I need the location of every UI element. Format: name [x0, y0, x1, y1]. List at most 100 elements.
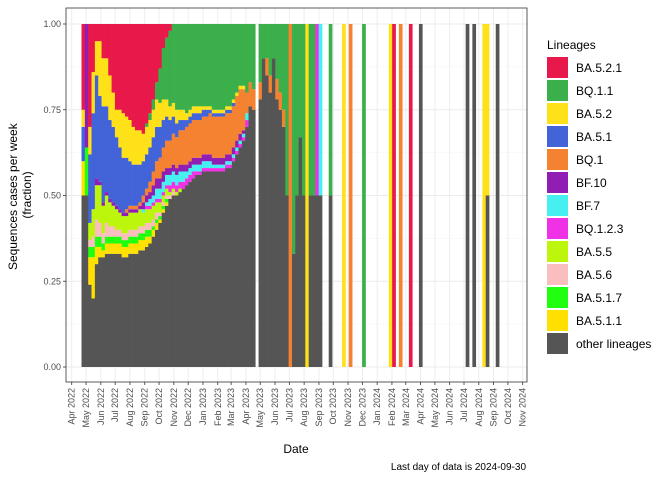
bar-segment-other-lineages [295, 195, 299, 367]
bar-segment-bq-1 [191, 120, 196, 158]
bar-segment-ba-5-1 [134, 164, 139, 206]
bar-segment-bf-7 [241, 133, 246, 138]
bar-segment-ba-5-1 [151, 137, 156, 172]
bar-segment-bq-1-1 [225, 24, 229, 107]
bar-segment-ba-5-5 [124, 216, 129, 234]
bar-segment-bq-1-1 [178, 24, 183, 110]
bar-segment-bq-1 [228, 113, 233, 155]
legend-label: BA.5.1.7 [576, 291, 622, 305]
bar-segment-ba-5-2-1 [148, 24, 153, 114]
bar-segment-ba-5-5 [121, 216, 126, 234]
bar-segment-bf-10 [235, 140, 239, 148]
bar-segment-other-lineages [88, 284, 92, 367]
bar-segment-ba-5-1 [81, 126, 86, 162]
bar-segment-ba-5-6 [165, 195, 169, 199]
bar-segment-other-lineages [161, 212, 166, 367]
bar-segment-ba-5-1 [178, 120, 183, 131]
caption: Last day of data is 2024-09-30 [391, 462, 527, 473]
bar-segment-other-lineages [465, 24, 470, 367]
bar-segment-ba-5-1 [94, 75, 99, 179]
bar-segment-other-lineages [211, 171, 216, 367]
bar-segment-bf-7 [218, 164, 223, 169]
bar-segment-other-lineages [188, 181, 193, 367]
bar-segment-bq-1 [201, 116, 206, 155]
bar-segment-other-lineages [251, 109, 256, 367]
bar-segment-bf-10 [114, 205, 119, 210]
bar-segment-other-lineages [131, 253, 136, 367]
bar-segment-bq-1-2-3 [238, 144, 243, 148]
bar-segment-ba-5-2 [101, 58, 106, 107]
bar-segment-bf-10 [98, 181, 102, 186]
bar-segment-other-lineages [225, 168, 229, 367]
bar-segment-bq-1 [141, 195, 146, 203]
bar-segment-bf-10 [128, 209, 132, 213]
bar-segment-ba-5-5 [131, 212, 136, 230]
bar-segment-bf-10 [188, 161, 193, 169]
x-tick-label: Dec 2022 [183, 388, 193, 427]
bar-segment-bq-1-1 [298, 24, 303, 138]
bar-segment-ba-5-1-1 [155, 222, 159, 230]
bar-segment-ba-5-1 [165, 116, 169, 141]
bar-segment-ba-5-5 [134, 212, 139, 230]
x-tick-label: Aug 2022 [125, 388, 135, 427]
bar-segment-bf-7 [165, 174, 169, 186]
bar-segment-bf-7 [175, 174, 179, 186]
bar-segment-bf-10 [231, 147, 236, 155]
bar-segment-ba-5-6 [141, 226, 146, 234]
bar-segment-ba-5-2-1 [141, 24, 146, 134]
bar-segment-ba-5-1-1 [98, 246, 102, 258]
bar-segment-ba-5-2 [225, 106, 229, 110]
bar-segment-bq-1 [148, 181, 153, 193]
bar-segment-bq-1-1 [281, 24, 286, 110]
bar-segment-other-lineages [221, 171, 226, 367]
bar-segment-ba-5-6 [151, 219, 156, 227]
bar-segment-bq-1-1 [218, 24, 223, 110]
legend-label: BA.5.2 [576, 107, 612, 121]
y-axis-title-line-1: Sequences cases per week [6, 122, 20, 270]
bar-segment-ba-5-5 [94, 185, 99, 220]
bar-segment-other-lineages [208, 171, 213, 367]
bar-segment-ba-5-6 [98, 222, 102, 237]
bar-segment-bq-1-1 [165, 37, 169, 100]
bar-segment-ba-5-2 [388, 24, 393, 367]
bar-segment-ba-5-1 [231, 102, 236, 107]
bar-segment-bq-1-2-3 [148, 205, 153, 210]
bar-segment-ba-5-2 [155, 99, 159, 127]
bar-segment-ba-5-2 [205, 106, 209, 110]
bar-segment-ba-5-1-7 [141, 233, 146, 241]
bar-segment-other-lineages [315, 195, 320, 367]
bar-segment-ba-5-1-1 [128, 243, 132, 254]
bar-segment-bq-1-1 [228, 24, 233, 107]
bar-segment-ba-5-1-7 [104, 236, 109, 244]
bar-segment-other-lineages [191, 178, 196, 367]
bar-segment-ba-5-2-1 [111, 24, 116, 93]
legend-key-ba-5-2-1 [547, 57, 568, 78]
bar-segment-other-lineages [108, 253, 112, 367]
bar-segment-bq-1-1 [208, 24, 213, 107]
x-tick-label: Oct 2024 [503, 388, 513, 425]
bar-segment-ba-5-2 [114, 109, 119, 138]
bar-segment-other-lineages [235, 154, 239, 367]
bar-segment-ba-5-5 [144, 209, 149, 223]
bar-segment-other-lineages [81, 195, 86, 367]
bar-segment-ba-5-1-1 [101, 250, 106, 258]
bar-segment-other-lineages [148, 243, 153, 367]
bar-segment-ba-5-1-7 [134, 236, 139, 244]
bar-segment-other-lineages [138, 250, 142, 367]
bar-segment-other-lineages [231, 161, 236, 367]
bar-segment-bq-1 [181, 130, 186, 165]
bar-segment-other-lineages [278, 109, 283, 367]
bar-segment-bq-1 [348, 24, 353, 367]
x-tick-label: Nov 2022 [169, 388, 179, 427]
bar-segment-ba-5-6 [121, 233, 126, 241]
bar-segment-ba-5-2-1 [161, 24, 166, 49]
bar-segment-ba-5-2 [191, 106, 196, 114]
x-tick-label: Dec 2023 [357, 388, 367, 427]
x-tick-label: Aug 2024 [474, 388, 484, 427]
bar-segment-ba-5-2 [231, 99, 236, 103]
bar-segment-bq-1-1 [151, 99, 156, 110]
bar-segment-ba-5-2 [151, 109, 156, 138]
bar-segment-ba-5-2-1 [81, 24, 86, 110]
bar-segment-other-lineages [201, 171, 206, 367]
bar-segment-ba-5-5 [165, 188, 169, 196]
